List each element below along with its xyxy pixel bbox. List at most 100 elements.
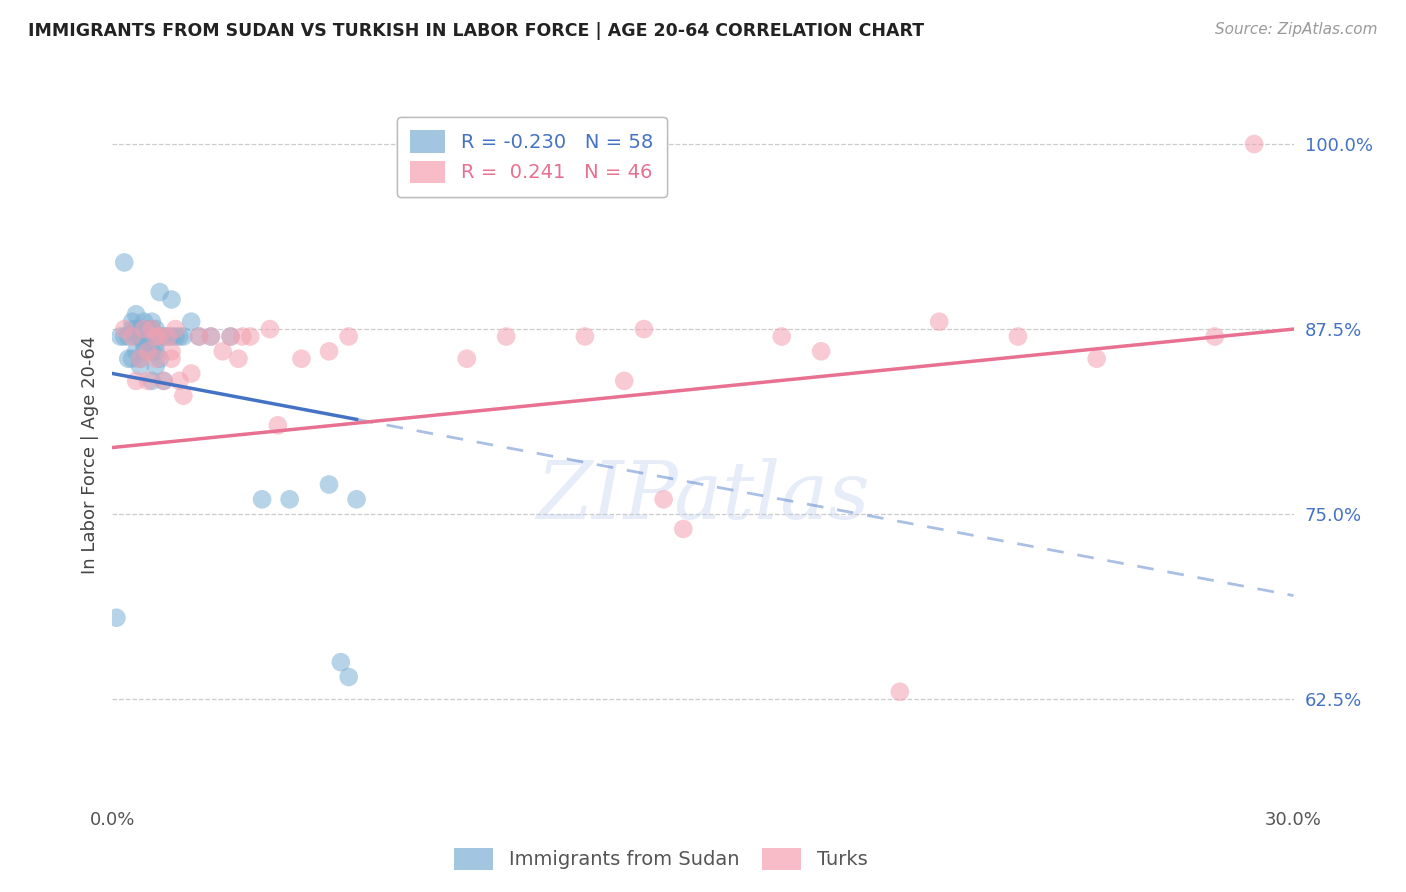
Point [219,329,242,343]
Point [125,374,148,388]
Point [141,344,163,359]
Point [129,351,152,366]
Point [125,322,148,336]
Point [495,329,517,343]
Point [810,344,832,359]
Point [125,344,148,359]
Point [346,492,368,507]
Point [152,374,174,388]
Point [160,293,183,307]
Point [149,351,172,366]
Point [145,329,167,343]
Point [165,329,187,343]
Point [141,315,163,329]
Point [928,315,950,329]
Point [278,492,301,507]
Point [200,329,222,343]
Point [136,344,159,359]
Point [160,329,183,343]
Point [117,329,139,343]
Point [169,329,191,343]
Point [318,344,340,359]
Point [132,329,155,343]
Point [188,329,211,343]
Point [219,329,242,343]
Point [129,322,152,336]
Point [160,344,183,359]
Point [889,685,911,699]
Point [136,374,159,388]
Point [136,322,159,336]
Point [672,522,695,536]
Point [156,329,179,343]
Point [129,329,152,343]
Point [165,322,187,336]
Point [121,315,143,329]
Point [145,322,167,336]
Point [132,337,155,351]
Point [125,329,148,343]
Point [180,367,202,381]
Point [145,344,167,359]
Point [152,374,174,388]
Point [172,329,194,343]
Point [141,374,163,388]
Point [456,351,478,366]
Point [129,359,152,373]
Text: ZIPatlas: ZIPatlas [536,458,870,535]
Point [231,329,253,343]
Legend: R = -0.230   N = 58, R =  0.241   N = 46: R = -0.230 N = 58, R = 0.241 N = 46 [396,117,666,196]
Point [1243,136,1265,151]
Legend: Immigrants from Sudan, Turks: Immigrants from Sudan, Turks [446,839,876,878]
Point [1204,329,1226,343]
Point [112,329,135,343]
Point [132,315,155,329]
Point [112,255,135,269]
Point [117,351,139,366]
Point [574,329,596,343]
Point [136,329,159,343]
Point [129,329,152,343]
Point [125,307,148,321]
Point [188,329,211,343]
Point [105,611,128,625]
Point [129,351,152,366]
Point [121,351,143,366]
Point [132,344,155,359]
Point [200,329,222,343]
Point [290,351,312,366]
Point [160,351,183,366]
Point [228,351,250,366]
Point [337,329,360,343]
Point [149,285,172,299]
Point [633,322,655,336]
Point [172,389,194,403]
Point [329,655,352,669]
Point [337,670,360,684]
Point [259,322,281,336]
Point [613,374,636,388]
Point [136,344,159,359]
Point [136,329,159,343]
Point [141,322,163,336]
Text: Source: ZipAtlas.com: Source: ZipAtlas.com [1215,22,1378,37]
Point [770,329,793,343]
Y-axis label: In Labor Force | Age 20-64: In Labor Force | Age 20-64 [80,335,98,574]
Point [112,322,135,336]
Point [145,337,167,351]
Point [267,418,290,433]
Point [121,329,143,343]
Point [652,492,675,507]
Point [1007,329,1029,343]
Point [136,322,159,336]
Point [149,329,172,343]
Point [141,322,163,336]
Point [318,477,340,491]
Point [180,315,202,329]
Point [132,322,155,336]
Point [149,329,172,343]
Point [141,329,163,343]
Point [156,329,179,343]
Point [145,351,167,366]
Point [145,359,167,373]
